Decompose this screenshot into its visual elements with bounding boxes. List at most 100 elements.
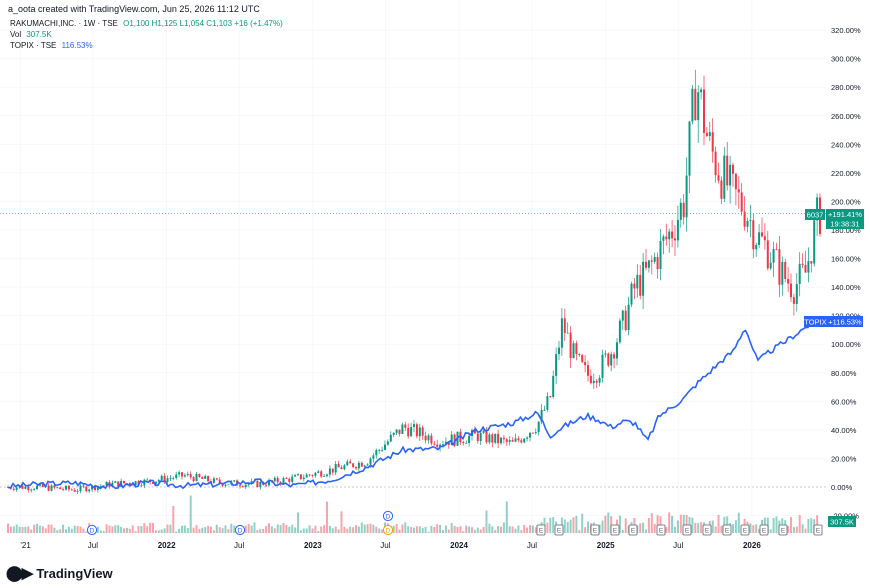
x-tick-label: Jul [380, 541, 390, 550]
volume-bar [749, 523, 752, 533]
volume-bar [769, 529, 772, 533]
volume-bar [659, 516, 662, 533]
candle-body [688, 121, 691, 176]
candle-body [427, 435, 430, 441]
volume-bar [508, 526, 511, 533]
event-markers[interactable]: D DDD E E E E E E E E E E E E E [86, 510, 823, 536]
legend-compare[interactable]: TOPIX · TSE 116.53% [10, 40, 286, 51]
candle-body [595, 380, 598, 383]
tradingview-logo-icon: ⬤▶ [6, 565, 33, 582]
tradingview-brand[interactable]: ⬤▶ TradingView [6, 564, 113, 582]
candle-body [497, 433, 500, 444]
candle-body [575, 343, 578, 355]
candle-body [732, 164, 734, 174]
candle-body [27, 486, 30, 491]
candle-body [766, 240, 769, 269]
volume-bar [378, 528, 381, 533]
candle-body [810, 261, 813, 264]
volume-bar [328, 525, 331, 533]
earnings-marker [813, 524, 823, 536]
volume-bar [482, 526, 485, 533]
candle-body [772, 249, 775, 263]
candle-body [117, 481, 120, 487]
volume-bar [517, 525, 520, 533]
volume-bar [172, 505, 175, 533]
volume-bar [369, 523, 372, 533]
candle-body [769, 262, 772, 269]
volume-bar [21, 527, 24, 533]
chart-legend: RAKUMACHI,INC. · 1W · TSE O1,100 H1,125 … [10, 18, 286, 51]
candle-body [311, 475, 314, 476]
candle-body [323, 475, 326, 477]
earnings-marker-label: E [631, 528, 636, 535]
volume-bar [494, 530, 497, 533]
candle-body [268, 480, 270, 486]
candle-body [781, 262, 784, 285]
volume-bar [195, 525, 198, 533]
candle-body [639, 274, 642, 296]
candle-body [749, 220, 752, 222]
candle-body [468, 435, 471, 443]
candle-body [178, 472, 181, 475]
volume-bar [131, 525, 134, 533]
candle-body [105, 481, 108, 486]
candle-body [24, 486, 27, 489]
candle-body [645, 261, 647, 268]
candle-body [737, 189, 740, 193]
candle-body [543, 409, 546, 411]
volume-bar [392, 525, 395, 533]
volume-bar [38, 525, 41, 533]
legend-volume[interactable]: Vol 307.5K [10, 29, 286, 40]
candle-body [317, 471, 320, 473]
candle-body [430, 435, 433, 444]
volume-bar [566, 521, 569, 533]
volume-bar [230, 523, 233, 533]
volume-bar [294, 527, 297, 533]
candle-body [82, 485, 85, 487]
price-badge: 6037 +191.41% 19:38:31 [805, 209, 864, 229]
candle-body [601, 354, 604, 378]
volume-bar [807, 518, 810, 533]
volume-bar [33, 524, 36, 533]
candle-body [520, 440, 523, 443]
y-tick-label: 260.00% [831, 112, 861, 121]
volume-bar [331, 528, 334, 533]
volume-bar [357, 526, 360, 533]
volume-bar [111, 526, 114, 533]
volume-bar [134, 531, 137, 533]
volume-bar [575, 515, 578, 533]
candle-body [720, 180, 723, 199]
y-tick-label: 300.00% [831, 55, 861, 64]
candle-body [502, 437, 505, 440]
candle-body [218, 479, 221, 484]
volume-bar [404, 522, 407, 533]
candle-body [85, 486, 88, 492]
legend-main[interactable]: RAKUMACHI,INC. · 1W · TSE O1,100 H1,125 … [10, 18, 286, 29]
candle-body [534, 431, 537, 433]
volume-bar [511, 526, 514, 533]
volume-bar [479, 529, 482, 533]
candle-body [801, 263, 804, 265]
dividend-marker-label: D [386, 528, 391, 535]
candle-body [482, 430, 485, 433]
candle-body [439, 444, 442, 447]
candle-body [381, 449, 384, 451]
earnings-marker [554, 524, 564, 536]
volume-bar [795, 526, 798, 533]
volume-bar [604, 515, 607, 533]
candle-body [256, 480, 259, 488]
candle-body [479, 432, 482, 442]
volume-bar [546, 522, 549, 533]
earnings-marker [740, 524, 750, 536]
candle-body [276, 477, 279, 483]
volume-bar [340, 511, 343, 533]
volume-bar [186, 527, 189, 533]
candle-body [447, 441, 450, 445]
x-axis-labels: '21 Jul 2022 Jul 2023 Jul 2024 Jul 2025 Jul 2026 [20, 541, 761, 550]
volume-bar [674, 526, 676, 533]
candle-body [259, 482, 262, 488]
candle-body [395, 429, 398, 433]
candle-body [163, 475, 166, 482]
candle-body [47, 485, 50, 491]
